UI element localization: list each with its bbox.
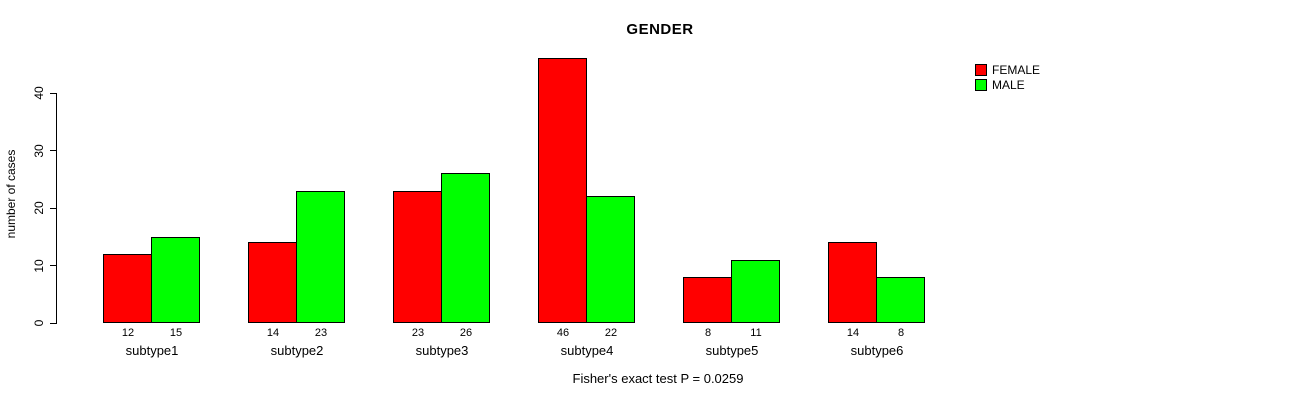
bar-female-subtype6 (828, 242, 877, 323)
legend-item-male: MALE (975, 77, 1040, 92)
bar-male-subtype4 (586, 196, 635, 323)
y-tick (50, 207, 57, 209)
bar-value-label: 8 (897, 327, 905, 339)
bar-value-label: 12 (121, 327, 135, 339)
bar-value-label: 15 (169, 327, 183, 339)
bar-value-label: 23 (411, 327, 425, 339)
category-label-subtype1: subtype1 (125, 343, 179, 358)
category-label-subtype3: subtype3 (415, 343, 469, 358)
y-axis-label: number of cases (4, 149, 18, 239)
bar-male-subtype1 (151, 237, 200, 323)
category-label-subtype2: subtype2 (270, 343, 324, 358)
page-title: GENDER (626, 21, 694, 38)
bar-value-label: 14 (846, 327, 860, 339)
y-tick (50, 150, 57, 151)
bar-value-label: 11 (750, 327, 762, 339)
bar-male-subtype2 (296, 191, 345, 323)
category-label-subtype6: subtype6 (850, 343, 904, 358)
bar-female-subtype1 (103, 254, 152, 323)
bar-female-subtype4 (538, 58, 587, 323)
bar-value-label: 26 (459, 327, 473, 339)
y-tick-label: 0 (32, 319, 46, 327)
y-tick-label: 30 (32, 143, 46, 158)
bar-male-subtype6 (876, 277, 925, 323)
bar-female-subtype5 (683, 277, 732, 323)
y-tick-label: 40 (32, 86, 46, 100)
legend-label-female: FEMALE (992, 62, 1041, 77)
legend-swatch-female (975, 63, 987, 76)
bar-value-label: 46 (556, 327, 570, 339)
legend-item-female: FEMALE (975, 62, 1040, 77)
bar-male-subtype5 (731, 260, 780, 323)
y-tick-label: 20 (32, 201, 46, 215)
legend: FEMALE MALE (975, 62, 1040, 92)
category-label-subtype5: subtype5 (705, 343, 759, 358)
y-tick (50, 92, 57, 94)
bar-value-label: 8 (704, 327, 712, 339)
legend-swatch-male (975, 78, 987, 91)
bar-female-subtype3 (393, 191, 442, 323)
legend-label-male: MALE (992, 77, 1025, 92)
category-label-subtype4: subtype4 (560, 343, 614, 358)
y-axis-line (56, 93, 57, 324)
bar-value-label: 14 (266, 327, 280, 339)
bar-value-label: 22 (604, 327, 618, 339)
bar-value-label: 23 (314, 327, 328, 339)
bar-male-subtype3 (441, 173, 490, 323)
y-tick-label: 10 (32, 258, 46, 273)
bar-female-subtype2 (248, 242, 297, 323)
y-tick (50, 322, 57, 324)
caption: Fisher's exact test P = 0.0259 (572, 371, 744, 386)
y-tick (50, 265, 57, 266)
